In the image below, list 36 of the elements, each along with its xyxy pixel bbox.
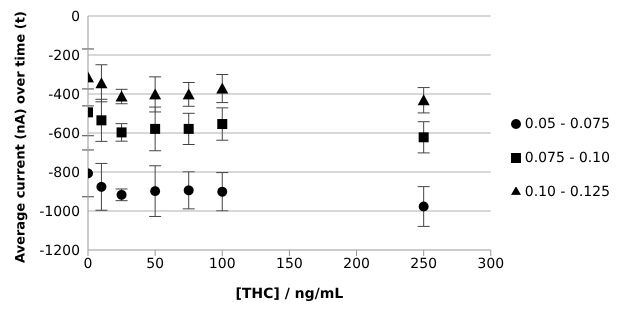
point [184,124,194,134]
point [184,185,194,196]
y-tick-label: -600 [48,126,80,142]
x-tick-label: 0 [84,256,92,272]
x-tick-label: 200 [343,256,370,272]
x-axis-title: [THC] / ng/mL [235,286,344,302]
y-tick-label: -200 [48,48,80,64]
point [217,186,228,197]
x-tick-label: 250 [410,256,438,272]
point [418,202,429,212]
point [96,182,106,192]
point [217,119,228,130]
y-axis-title: Average current (nA) over time (t) [14,11,29,263]
x-tick-label: 150 [276,256,303,272]
point [95,77,108,88]
x-tick-label: 50 [146,256,164,272]
point [150,186,160,196]
y-tick-label: -1200 [39,242,80,259]
y-tick-label: -400 [48,86,80,103]
point [149,88,162,100]
point [418,132,429,142]
legend-label: 0.075 - 0.10 [524,150,610,166]
legend-label: 0.10 - 0.125 [524,184,610,200]
point [96,115,106,126]
point [150,124,160,134]
point [116,127,127,138]
point [182,88,195,100]
y-tick-label: -1000 [39,204,80,220]
point [418,94,430,106]
y-tick-label: -800 [48,164,80,181]
x-tick-label: 100 [208,256,236,272]
legend-label: 0.05 - 0.075 [524,116,610,132]
y-tick-label: 0 [71,8,80,25]
point [116,90,128,102]
x-tick-label: 300 [477,256,504,272]
point [216,82,228,94]
